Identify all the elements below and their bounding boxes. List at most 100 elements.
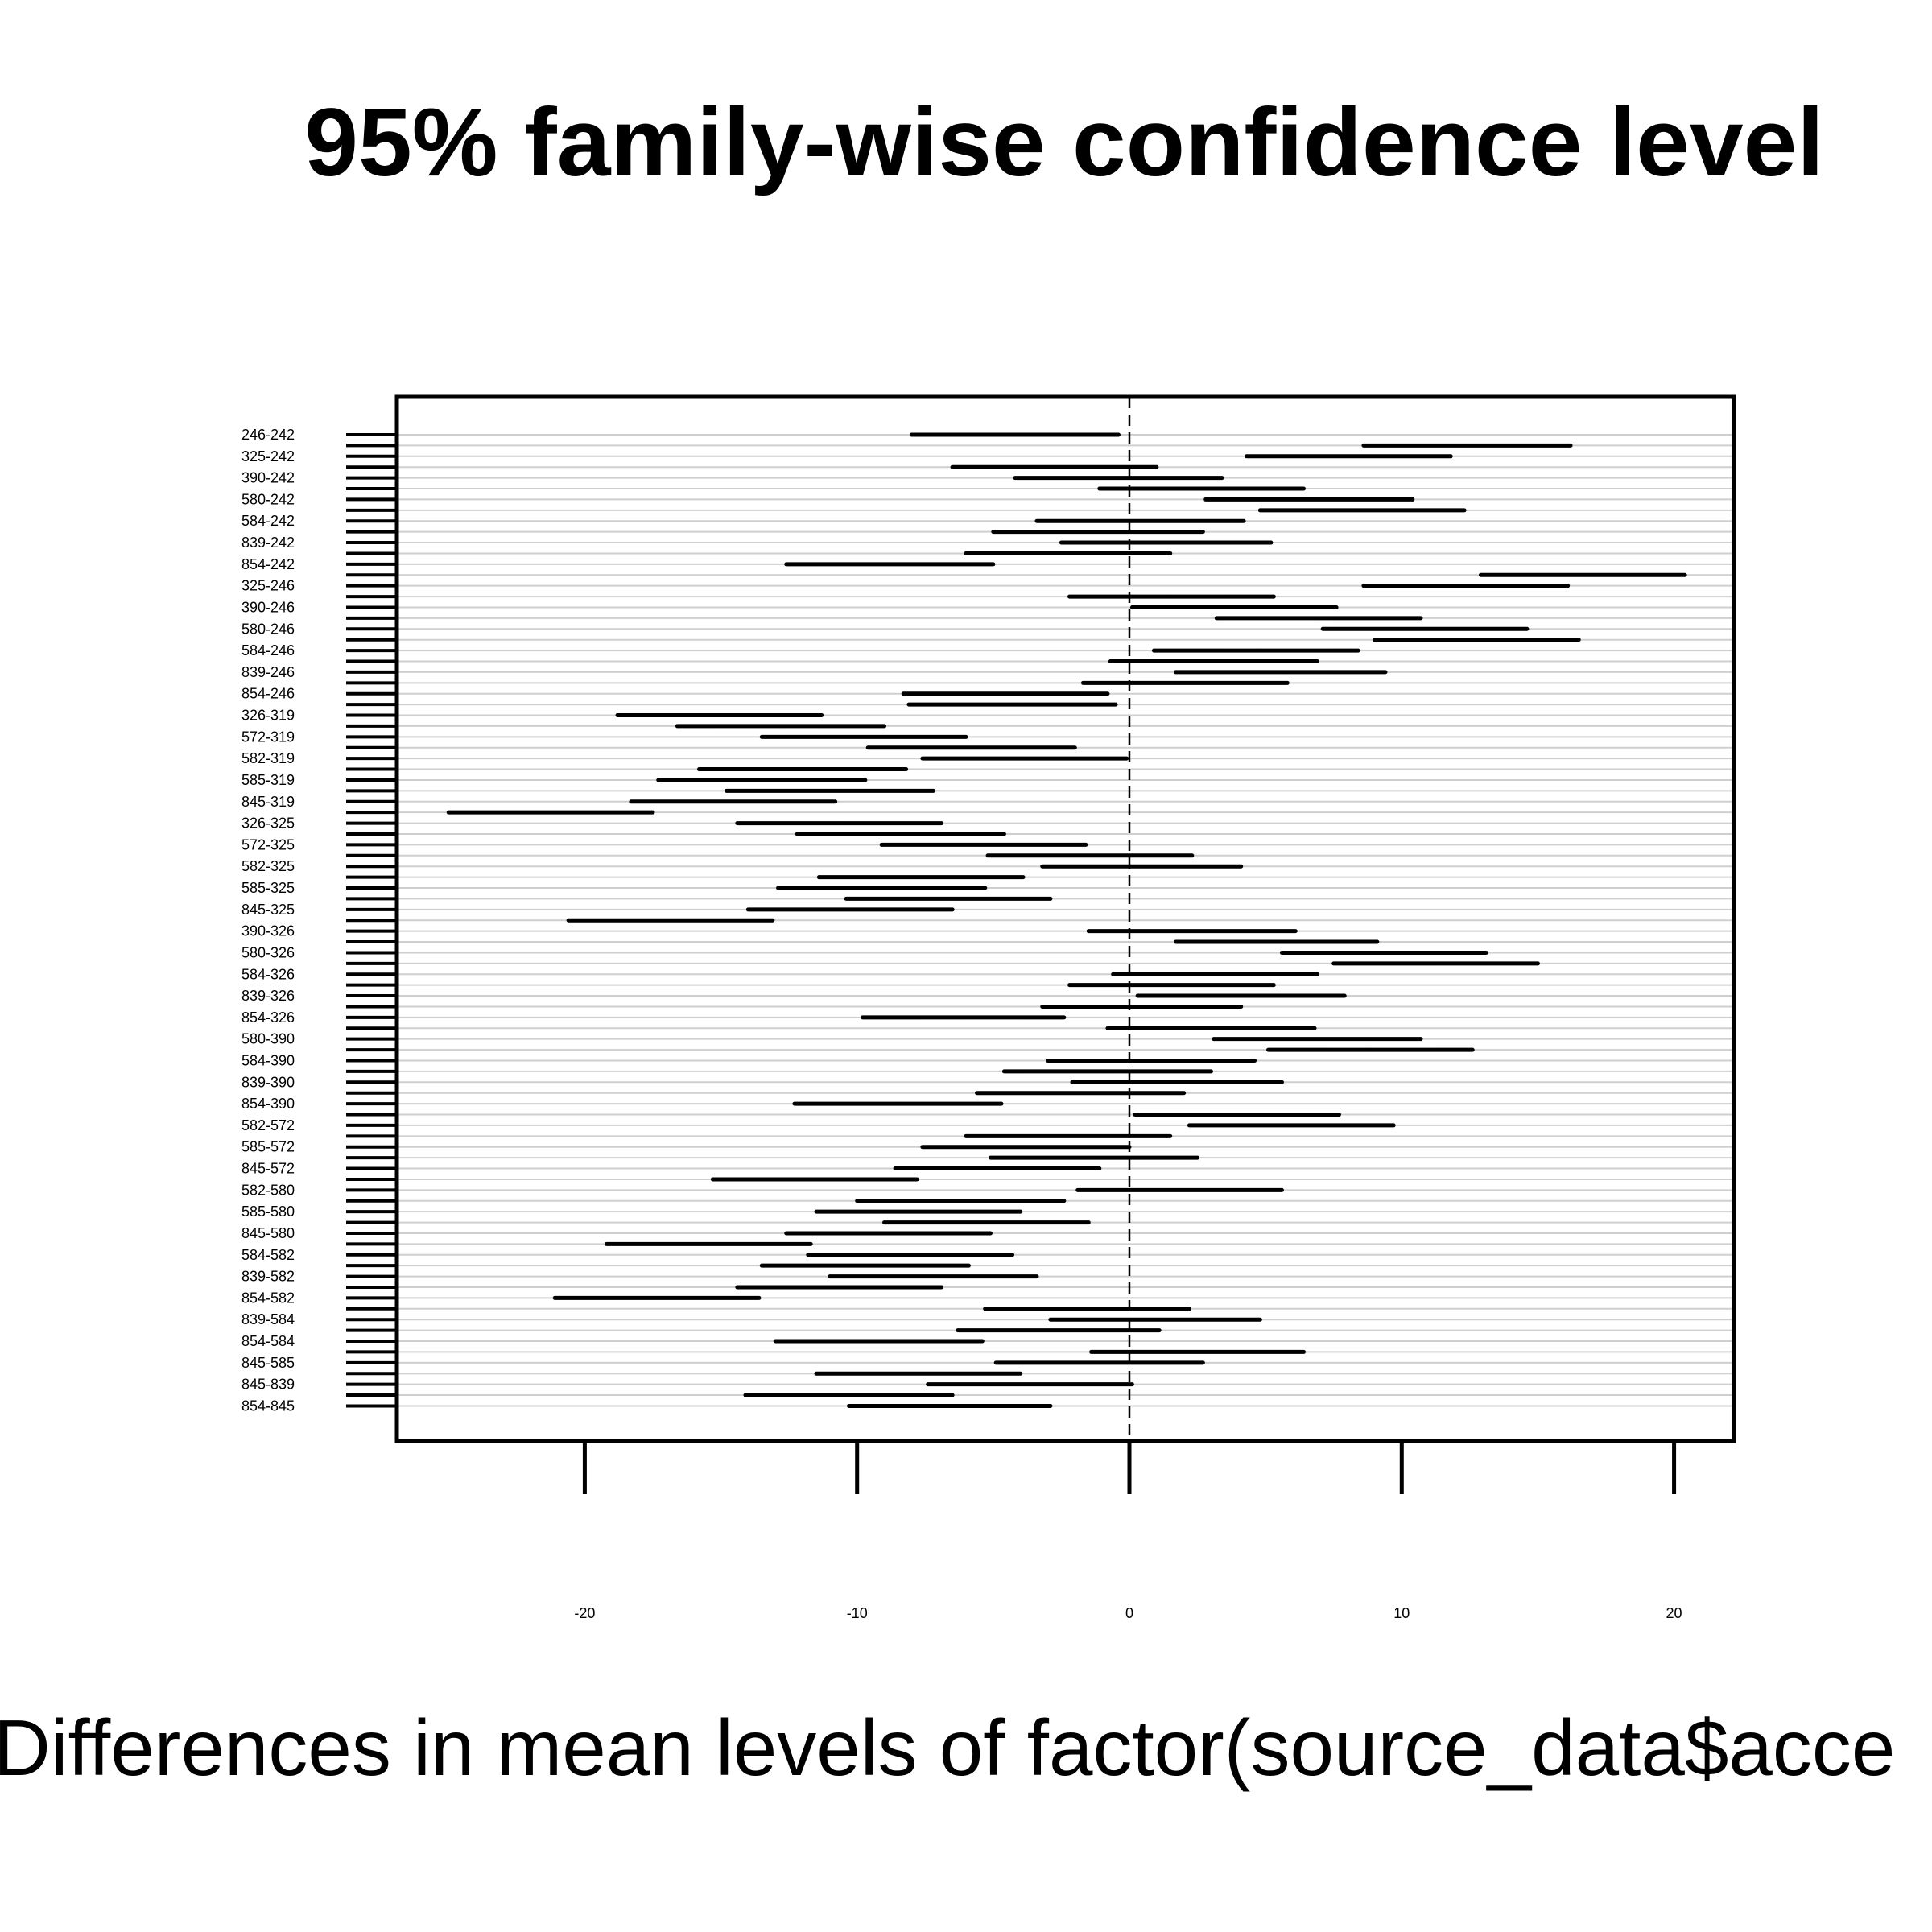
ci-estimate <box>1255 648 1260 653</box>
ci-estimate <box>1089 853 1093 857</box>
ci-estimate <box>906 1253 911 1257</box>
ci-estimate <box>888 562 892 567</box>
ci-estimate <box>1236 1113 1241 1117</box>
y-tick-label: 584-582 <box>242 1247 295 1263</box>
ci-estimate <box>1288 1123 1292 1128</box>
ci-estimate <box>656 1296 660 1300</box>
ci-estimate <box>959 1199 963 1203</box>
ci-estimate <box>877 1339 881 1344</box>
y-tick-label: 584-246 <box>242 642 295 658</box>
y-tick-label: 854-584 <box>242 1333 295 1349</box>
ci-estimate <box>1138 519 1142 523</box>
ci-estimate <box>1117 476 1121 480</box>
y-tick-label: 585-319 <box>242 772 295 788</box>
ci-estimate <box>1274 939 1278 944</box>
ci-estimate <box>839 821 843 825</box>
y-tick-label: 325-246 <box>242 578 295 594</box>
ci-estimate <box>716 713 720 717</box>
ci-estimate <box>1190 929 1195 933</box>
ci-estimate <box>1084 1307 1088 1311</box>
ci-estimate <box>918 1209 922 1214</box>
y-tick-label: 845-325 <box>242 902 295 918</box>
ci-estimate <box>1315 616 1319 621</box>
x-tick-label: 20 <box>1666 1605 1682 1621</box>
y-tick-label: 580-326 <box>242 944 295 960</box>
ci-estimate <box>847 1393 851 1397</box>
y-tick-label: 845-585 <box>242 1355 295 1371</box>
ci-estimate <box>920 875 925 879</box>
ci-estimate <box>849 907 854 912</box>
x-tick-label: 10 <box>1393 1605 1410 1621</box>
y-tick-label: 839-584 <box>242 1311 295 1327</box>
y-tick-label: 325-242 <box>242 448 295 464</box>
ci-estimate <box>983 843 987 847</box>
y-tick-label: 580-390 <box>242 1031 295 1047</box>
ci-estimate <box>1424 627 1428 631</box>
ci-estimate <box>898 832 903 836</box>
ci-estimate <box>1212 972 1216 976</box>
x-tick-label: 0 <box>1125 1605 1133 1621</box>
y-tick-label: 839-582 <box>242 1269 295 1285</box>
ci-estimate <box>885 1231 890 1236</box>
ci-estimate <box>800 767 805 771</box>
ci-estimate <box>896 1101 900 1106</box>
y-tick-label: 839-242 <box>242 535 295 551</box>
ci-estimate <box>961 1015 965 1020</box>
y-tick-label: 854-390 <box>242 1096 295 1112</box>
ci-estimate <box>1168 594 1172 599</box>
ci-estimate <box>1067 551 1071 555</box>
ci-estimate <box>994 1166 998 1170</box>
ci-estimate <box>1465 444 1469 448</box>
ci-estimate <box>1179 1188 1183 1192</box>
ci-estimate <box>1182 681 1186 685</box>
ci-estimate <box>1144 865 1148 869</box>
ci-estimate <box>1154 1318 1159 1322</box>
y-tick-label: 854-326 <box>242 1009 295 1026</box>
ci-estimate <box>828 789 832 793</box>
y-tick-label: 839-390 <box>242 1074 295 1090</box>
ci-estimate <box>667 919 671 923</box>
ci-estimate <box>1239 993 1243 998</box>
ci-estimate <box>1174 1080 1178 1084</box>
ci-estimate <box>1348 454 1352 459</box>
y-tick-label: 584-326 <box>242 966 295 982</box>
ci-estimate <box>969 745 973 749</box>
y-tick-label: 585-572 <box>242 1139 295 1155</box>
ci-estimate <box>1209 1026 1213 1030</box>
ci-estimate <box>1435 961 1439 966</box>
ci-estimate <box>947 897 952 901</box>
ci-estimate <box>1315 1037 1319 1041</box>
y-tick-label: 582-319 <box>242 750 295 766</box>
y-tick-label: 246-242 <box>242 427 295 443</box>
chart-title: 95% family-wise confidence level <box>304 89 1823 196</box>
ci-estimate <box>1361 508 1366 513</box>
ci-estimate <box>1280 670 1284 675</box>
ci-estimate <box>1170 983 1175 987</box>
ci-estimate <box>1462 584 1467 588</box>
ci-estimate <box>760 778 764 782</box>
ci-estimate <box>1149 1059 1154 1063</box>
y-tick-label: 390-242 <box>242 470 295 486</box>
y-tick-label: 326-319 <box>242 708 295 724</box>
y-tick-label: 585-580 <box>242 1203 295 1220</box>
ci-estimate <box>1056 1328 1061 1332</box>
ci-estimate <box>1002 691 1006 696</box>
x-axis: -20 -10 0 10 20 <box>574 1441 1682 1621</box>
y-tick-label: 390-326 <box>242 923 295 939</box>
ci-estimate <box>1201 486 1205 491</box>
y-tick-label: 854-246 <box>242 686 295 702</box>
ci-estimate <box>729 799 734 803</box>
y-tick-label: 845-580 <box>242 1225 295 1241</box>
y-tick-label: 580-246 <box>242 621 295 637</box>
ci-estimate <box>1078 1091 1083 1095</box>
ci-estimate <box>931 1274 935 1278</box>
ci-estimate <box>1092 1155 1096 1160</box>
y-tick-label: 582-572 <box>242 1117 295 1133</box>
ci-estimate <box>879 886 884 890</box>
ci-estimate <box>1030 1382 1034 1386</box>
y-tick-label: 854-242 <box>242 556 295 572</box>
ci-estimate <box>861 735 865 739</box>
y-tick-label: 326-325 <box>242 815 295 832</box>
y-tick-label: 839-326 <box>242 988 295 1004</box>
